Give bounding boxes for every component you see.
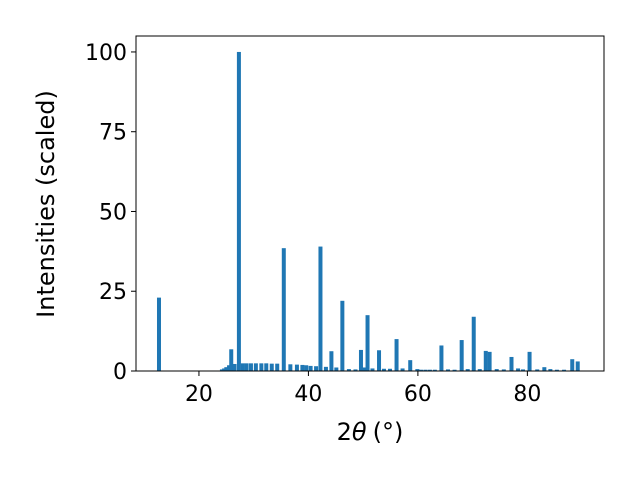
bar [394, 339, 399, 371]
bar-series [156, 51, 580, 371]
bar [509, 356, 514, 371]
bar [240, 363, 245, 371]
bar [483, 350, 488, 371]
x-axis-label: 2θ (°) [337, 418, 404, 446]
bar [353, 369, 358, 371]
bar [281, 248, 286, 371]
y-tick-label: 75 [99, 121, 127, 146]
plot-frame [135, 35, 605, 372]
bar [432, 369, 437, 371]
y-axis-ticks: 0 25 50 75 100 [85, 41, 136, 385]
bar [294, 364, 299, 371]
bar [542, 367, 547, 371]
bar [554, 369, 559, 371]
bar [452, 369, 457, 371]
bar [269, 363, 274, 371]
bar [340, 300, 345, 371]
bar [259, 363, 264, 371]
y-tick-label: 100 [85, 41, 127, 66]
bar [227, 365, 232, 371]
bar [224, 367, 229, 371]
y-tick-label: 25 [99, 280, 127, 305]
bar [459, 340, 464, 371]
bar [439, 345, 444, 371]
bar [446, 369, 450, 371]
bar [471, 316, 476, 371]
bar [362, 367, 367, 371]
bar [229, 349, 234, 371]
bar [329, 351, 334, 371]
bar [334, 367, 339, 371]
x-tick-label: 60 [404, 382, 432, 407]
bar [570, 359, 575, 371]
bar [520, 369, 525, 371]
bar [308, 365, 313, 371]
bar [244, 363, 249, 371]
bar [264, 363, 269, 371]
x-tick-label: 80 [513, 382, 541, 407]
bar [548, 369, 553, 371]
bar [465, 369, 470, 371]
y-tick-label: 0 [113, 360, 127, 385]
bar [288, 364, 293, 371]
bar [275, 363, 280, 371]
y-axis-label: Intensities (scaled) [32, 90, 60, 318]
bar [381, 368, 386, 371]
bar [300, 364, 305, 371]
x-tick-label: 20 [185, 382, 213, 407]
bar [377, 350, 382, 371]
bar [516, 368, 521, 371]
y-tick-label: 50 [99, 200, 127, 225]
bar [365, 315, 370, 371]
x-tick-label: 40 [294, 382, 322, 407]
bar [222, 368, 227, 371]
bar [494, 369, 499, 371]
bar [236, 51, 241, 371]
bar [248, 363, 253, 371]
bar [427, 369, 432, 371]
x-axis-ticks: 20 40 60 80 [185, 371, 541, 407]
bar [346, 369, 351, 371]
bar [419, 369, 424, 371]
bar [477, 369, 482, 371]
bar [314, 366, 319, 371]
bar [253, 363, 258, 371]
bar [370, 368, 375, 371]
bar [323, 366, 328, 371]
bar [400, 368, 405, 371]
bar [304, 365, 309, 371]
bar [156, 297, 161, 371]
bar [318, 246, 323, 371]
bar [232, 363, 237, 371]
bar [423, 369, 428, 371]
bar [575, 361, 580, 371]
bar [535, 369, 540, 371]
bar [358, 349, 363, 371]
bar [527, 351, 532, 371]
bar [415, 369, 420, 371]
bar [387, 368, 392, 371]
bar [501, 369, 506, 371]
bar [487, 351, 492, 371]
bar [408, 360, 413, 371]
bar [219, 369, 224, 371]
bar [562, 369, 567, 371]
